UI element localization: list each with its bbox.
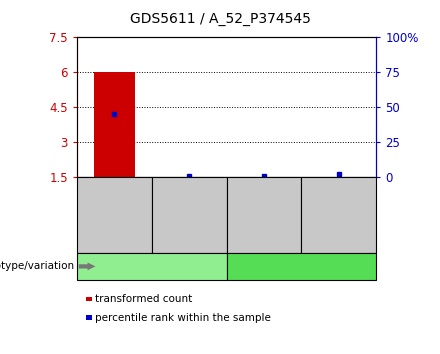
Text: GSM971595: GSM971595 — [184, 182, 194, 248]
Text: GSM971592: GSM971592 — [259, 182, 269, 248]
Text: GDS5611 / A_52_P374545: GDS5611 / A_52_P374545 — [129, 12, 311, 27]
Text: transformed count: transformed count — [95, 294, 192, 304]
Text: sirtuin-1 knockout: sirtuin-1 knockout — [102, 261, 202, 272]
Text: wild type: wild type — [276, 261, 327, 272]
Text: GSM971594: GSM971594 — [334, 182, 344, 248]
Text: genotype/variation: genotype/variation — [0, 261, 75, 272]
Text: GSM971593: GSM971593 — [110, 182, 119, 248]
Bar — [94, 72, 135, 177]
Text: percentile rank within the sample: percentile rank within the sample — [95, 313, 271, 322]
